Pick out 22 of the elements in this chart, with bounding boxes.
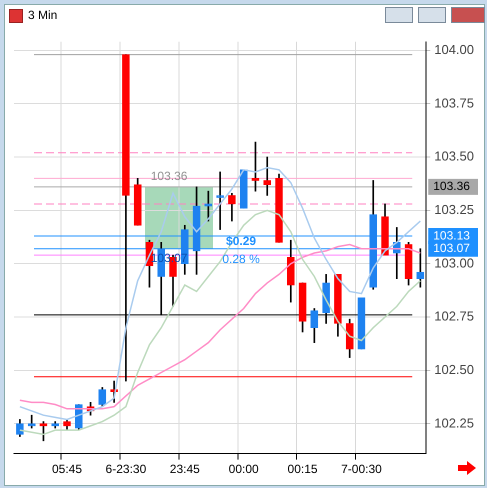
y-tick-label: 103.25 [434, 202, 474, 217]
x-tick-label: 7-00:30 [341, 462, 382, 476]
candlestick [252, 142, 260, 192]
annotation: 103.07 [150, 251, 188, 266]
y-tick-label: 104.00 [434, 42, 474, 57]
y-tick-label: 102.25 [434, 415, 474, 430]
ref-line-label: 103.07 [433, 241, 470, 256]
y-tick-label: 103.75 [434, 95, 474, 110]
x-tick-label: 00:15 [288, 462, 318, 476]
ref-line-label: 103.36 [433, 179, 470, 194]
annotation: $0.29 [226, 234, 256, 248]
x-tick-label: 05:45 [52, 462, 82, 476]
y-tick-label: 103.00 [434, 255, 474, 270]
ref-line-label: 103.13 [433, 228, 470, 242]
x-tick-label: 23:45 [170, 462, 200, 476]
annotation: 0.28 % [222, 252, 260, 266]
y-tick-label: 102.50 [434, 362, 474, 377]
y-tick-label: 103.50 [434, 148, 474, 164]
x-tick-label: 6-23:30 [106, 462, 147, 476]
chart-title: 3 Min [28, 8, 58, 22]
y-tick-label: 102.75 [434, 308, 474, 324]
x-tick-label: 00:00 [228, 462, 260, 476]
